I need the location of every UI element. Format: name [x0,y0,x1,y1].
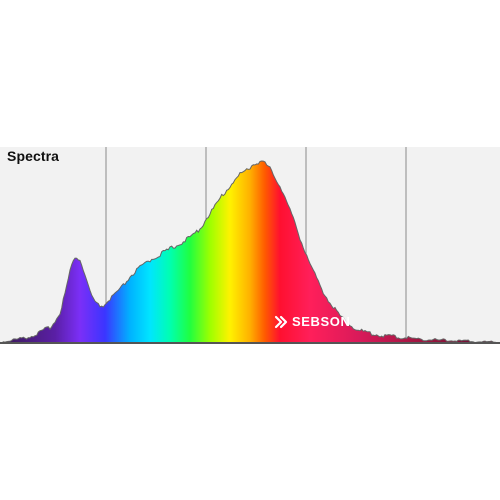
double-chevron-icon [274,315,288,328]
spectrum-outline [0,160,500,344]
brand-name: SEBSON [292,314,351,329]
spectrum-area [0,161,500,343]
chart-title: Spectra [7,148,60,164]
brand-logo: SEBSON [274,314,351,329]
